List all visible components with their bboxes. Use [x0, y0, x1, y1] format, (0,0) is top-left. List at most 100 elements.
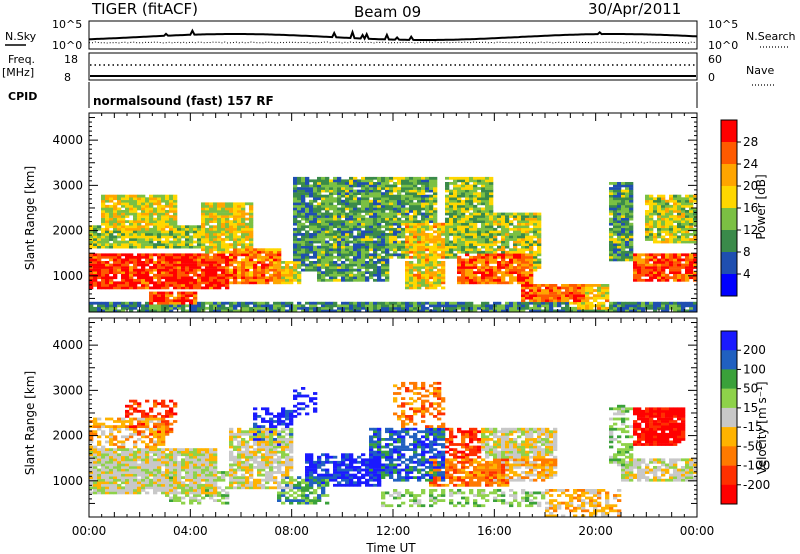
power-cell [197, 286, 202, 290]
power-cell [169, 294, 174, 297]
power-cell [509, 278, 514, 282]
power-cell [429, 281, 434, 285]
power-cell [305, 210, 310, 213]
power-cell [681, 309, 686, 313]
power-cell [157, 197, 162, 201]
power-cell [197, 230, 202, 234]
power-cell [277, 258, 282, 262]
power-cell [537, 222, 542, 226]
power-cell [585, 294, 590, 297]
power-cell [689, 240, 694, 244]
power-cell [217, 276, 222, 280]
power-cell [221, 243, 226, 246]
power-cell [297, 250, 302, 254]
power-cell [537, 301, 542, 305]
power-cell [325, 204, 330, 208]
power-cell [201, 235, 206, 239]
power-cell [333, 261, 338, 264]
power-cell [333, 192, 338, 195]
power-cell [329, 263, 334, 267]
power-cell [329, 230, 334, 234]
power-cell [473, 263, 478, 267]
power-cell [517, 268, 522, 272]
power-cell [417, 273, 422, 277]
power-cell [337, 240, 342, 244]
power-cell [137, 230, 142, 234]
power-cell [441, 281, 446, 285]
power-cell [157, 266, 162, 269]
power-cell [425, 266, 430, 269]
power-cell [413, 301, 418, 305]
power-cell [529, 222, 534, 226]
power-cell [461, 235, 466, 239]
power-cell [417, 301, 422, 305]
power-cell [461, 215, 466, 218]
power-cell [225, 238, 230, 241]
power-cell [693, 301, 698, 305]
power-cell [281, 306, 286, 310]
power-cell [97, 258, 102, 262]
power-cell [125, 245, 130, 249]
power-cell [429, 227, 434, 231]
power-cell [189, 266, 194, 269]
power-cell [145, 301, 150, 305]
power-heatmap [89, 176, 698, 313]
power-cell [97, 240, 102, 244]
power-cell [465, 184, 470, 188]
power-cell [693, 271, 698, 274]
power-cell [437, 235, 442, 239]
power-cell [521, 233, 526, 236]
power-cell [405, 263, 410, 267]
power-cell [221, 220, 226, 223]
power-cell [301, 306, 306, 310]
power-cell [613, 227, 618, 231]
power-cell [513, 235, 518, 239]
power-cell [213, 210, 218, 213]
power-cell [361, 304, 366, 308]
power-cell [505, 212, 510, 216]
power-cell [649, 253, 654, 257]
power-cell [641, 301, 646, 305]
power-cell [237, 271, 242, 274]
power-cell [645, 212, 650, 216]
power-cell [185, 286, 190, 290]
power-cell [621, 212, 626, 216]
power-cell [469, 220, 474, 223]
power-cell [685, 309, 690, 313]
power-cell [565, 286, 570, 290]
power-cell [421, 179, 426, 183]
power-cell [413, 227, 418, 231]
power-cell [469, 217, 474, 221]
power-cell [393, 248, 398, 252]
power-cell [353, 215, 358, 218]
power-cell [161, 301, 166, 305]
power-cell [649, 210, 654, 213]
power-cell [373, 212, 378, 216]
power-cell [373, 182, 378, 185]
noise-left-label: N.Sky [5, 30, 37, 43]
power-cell [105, 255, 110, 259]
power-cell [589, 304, 594, 308]
power-cell [213, 202, 218, 206]
power-cell [213, 227, 218, 231]
power-cell [525, 273, 530, 277]
power-cell [609, 243, 614, 246]
power-cell [429, 276, 434, 280]
power-cell [609, 240, 614, 244]
power-cell [433, 281, 438, 285]
power-cell [141, 286, 146, 290]
power-cell [537, 289, 542, 292]
power-cell [385, 189, 390, 193]
power-cell [173, 304, 178, 308]
power-cell [349, 197, 354, 201]
power-cell [485, 278, 490, 282]
power-cell [665, 240, 670, 244]
power-cell [165, 281, 170, 285]
power-cell [369, 238, 374, 241]
power-cell [537, 240, 542, 244]
power-cell [661, 222, 666, 226]
power-cell [157, 217, 162, 221]
power-cell [421, 235, 426, 239]
power-cell [529, 299, 534, 303]
power-cell [245, 273, 250, 277]
